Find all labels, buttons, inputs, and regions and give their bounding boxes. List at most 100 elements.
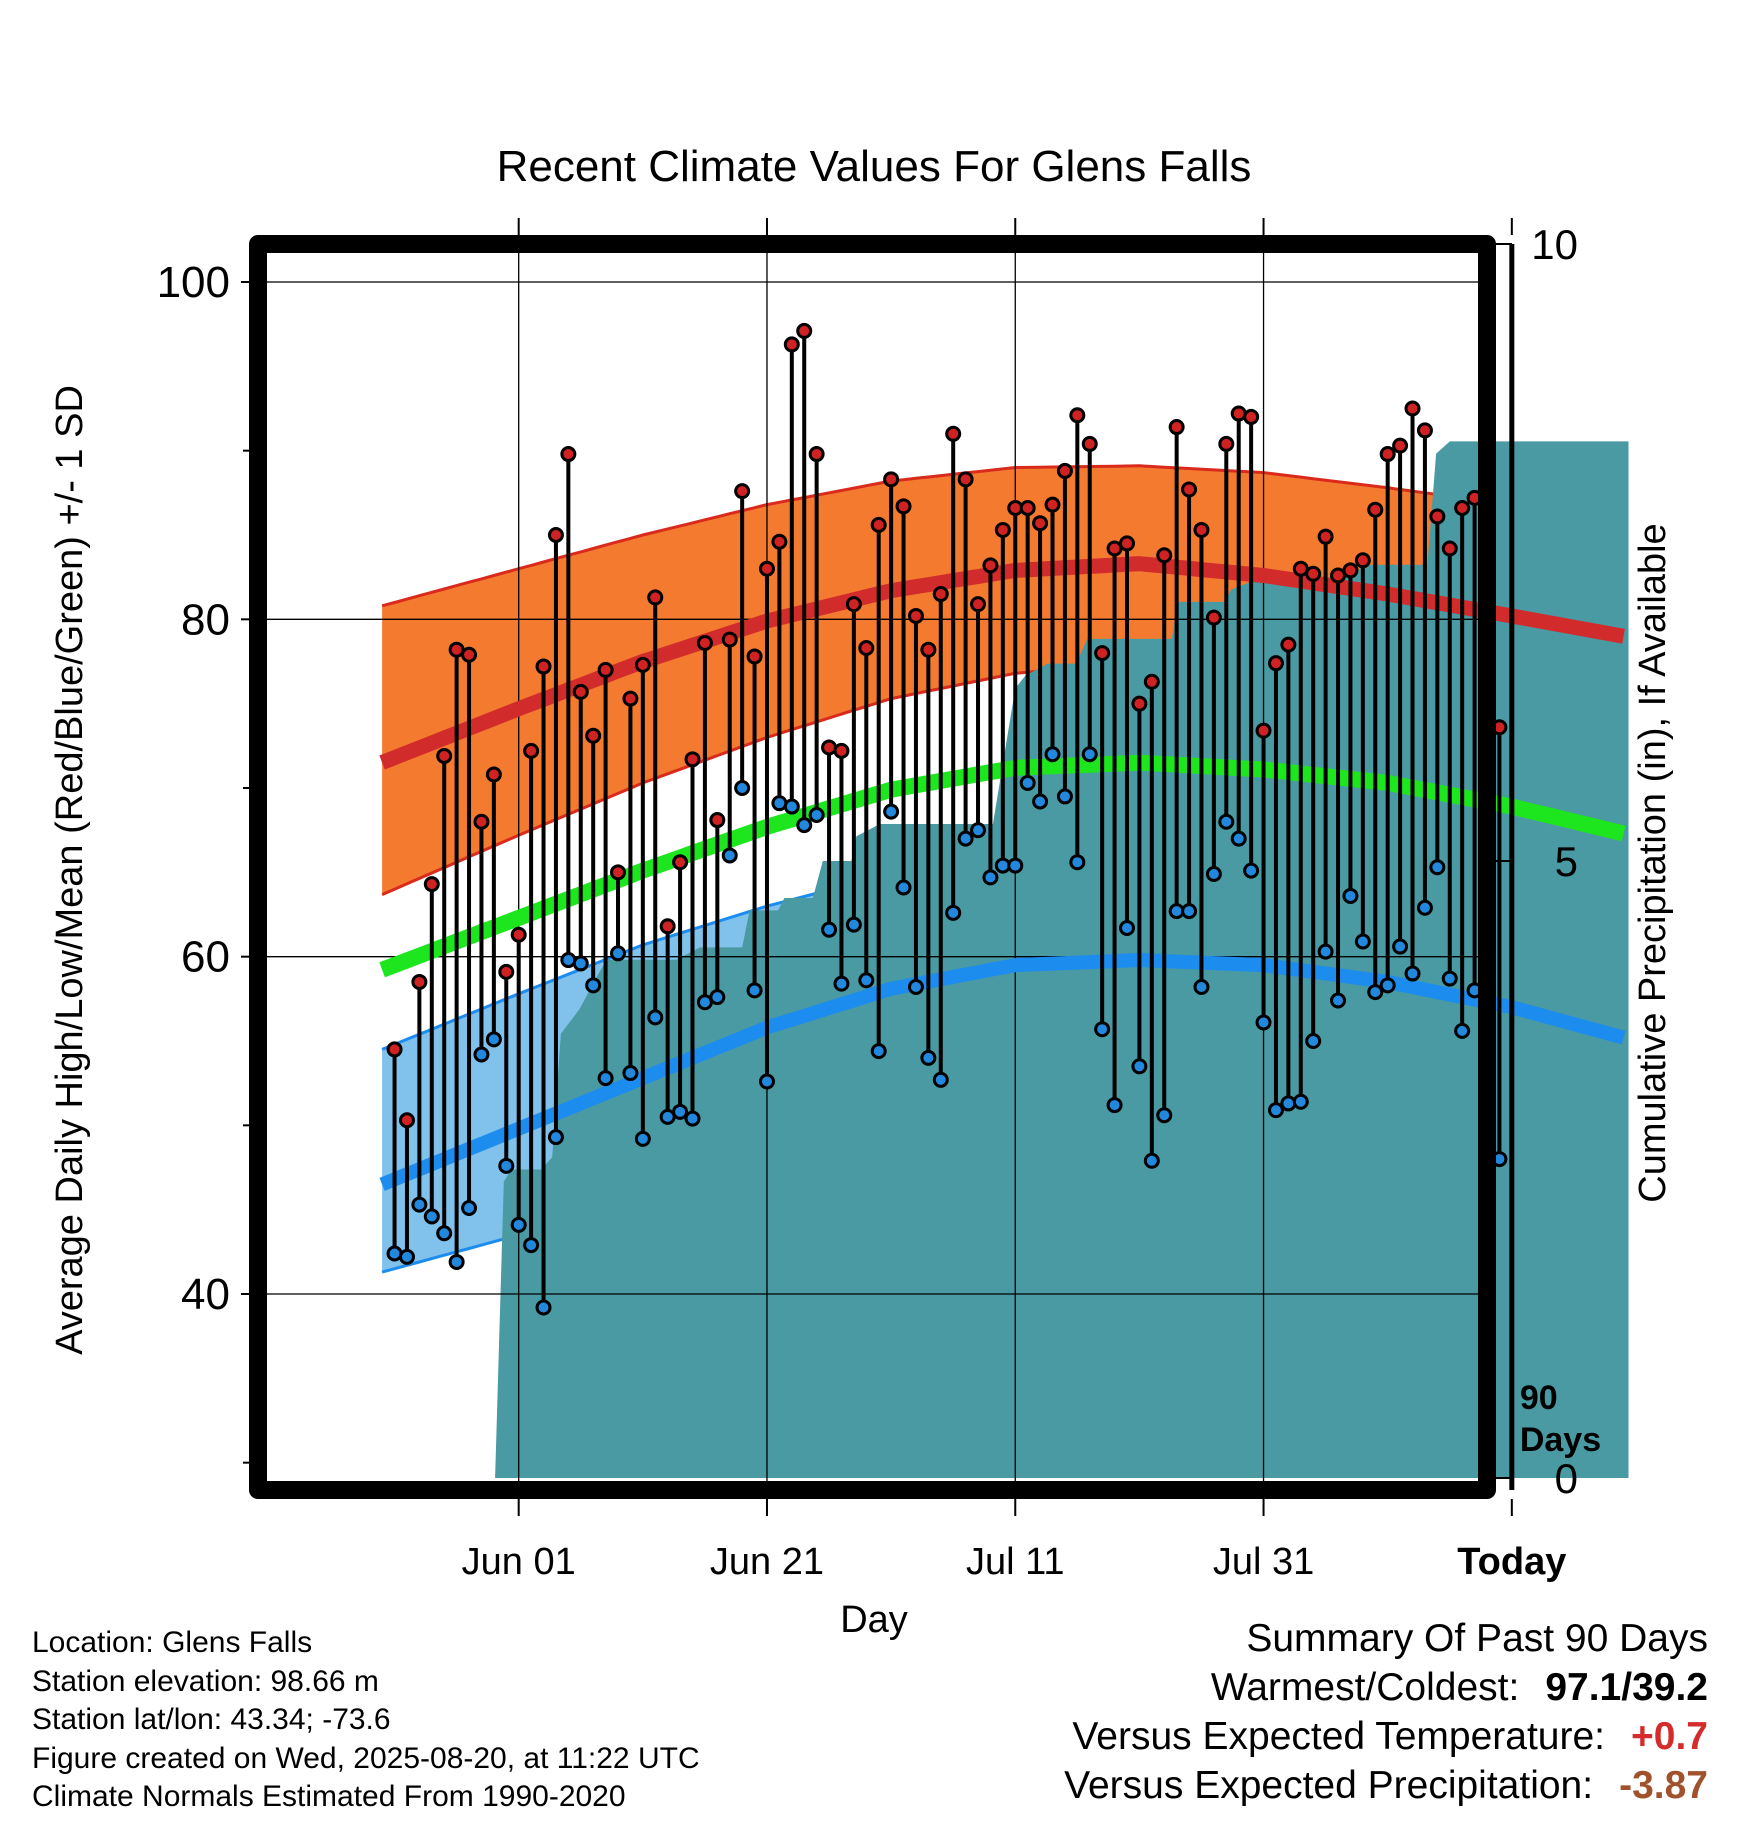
x-tick-label: Today	[1457, 1541, 1566, 1583]
daily-high-point	[1069, 407, 1086, 424]
summary-warmest-coldest: Warmest/Coldest: 97.1/39.2	[1064, 1663, 1708, 1712]
station-info: Location: Glens Falls Station elevation:…	[32, 1624, 700, 1817]
y2-tick-label: 5	[1555, 838, 1578, 885]
created-text: Figure created on Wed, 2025-08-20, at 11…	[32, 1741, 700, 1775]
daily-low-point	[1118, 919, 1135, 936]
warmest-coldest-value: 97.1/39.2	[1545, 1666, 1708, 1709]
daily-low-point	[1230, 830, 1247, 847]
daily-high-point	[498, 963, 515, 980]
daily-low-point	[1441, 970, 1458, 987]
daily-low-point	[1193, 979, 1210, 996]
daily-low-point	[1280, 1095, 1297, 1112]
precip-value: -3.87	[1619, 1764, 1708, 1807]
daily-high-point	[771, 533, 788, 550]
daily-low-point	[1094, 1021, 1111, 1038]
daily-high-point	[858, 640, 875, 657]
daily-low-point	[1131, 1058, 1148, 1075]
daily-high-point	[1156, 547, 1173, 564]
daily-low-point	[1267, 1102, 1284, 1119]
daily-low-point	[610, 945, 627, 962]
daily-low-point	[1106, 1097, 1123, 1114]
daily-low-point	[1044, 746, 1061, 763]
y2-tick-label: 0	[1555, 1455, 1578, 1502]
daily-low-point	[1069, 854, 1086, 871]
daily-high-point	[585, 727, 602, 744]
daily-low-point	[572, 955, 589, 972]
daily-low-point	[473, 1046, 490, 1063]
x-tick-label: Jul 11	[966, 1541, 1065, 1583]
daily-low-point	[436, 1225, 453, 1242]
daily-low-point	[746, 982, 763, 999]
daily-high-point	[547, 527, 564, 543]
daily-low-point	[982, 869, 999, 886]
daily-low-point	[1342, 887, 1359, 904]
daily-high-point	[920, 641, 937, 658]
summary-precipitation: Versus Expected Precipitation: -3.87	[1064, 1761, 1708, 1810]
daily-high-point	[696, 634, 713, 651]
x-tick-label: Jul 31	[1213, 1541, 1314, 1583]
daily-high-point	[1218, 435, 1235, 452]
daily-low-point	[1292, 1093, 1309, 1110]
daily-low-point	[1330, 992, 1347, 1009]
daily-high-point	[833, 742, 850, 759]
daily-low-point	[758, 1073, 775, 1090]
daily-high-point	[721, 631, 738, 648]
daily-low-point	[622, 1065, 639, 1082]
daily-high-point	[1379, 446, 1396, 463]
daily-high-point	[461, 646, 478, 663]
daily-high-point	[895, 498, 912, 515]
daily-low-point	[883, 803, 900, 820]
daily-high-point	[485, 766, 502, 783]
daily-high-point	[398, 1112, 415, 1129]
daily-high-point	[1205, 609, 1222, 626]
daily-low-point	[547, 1129, 564, 1146]
daily-low-point	[672, 1103, 689, 1120]
chart-title: Recent Climate Values For Glens Falls	[497, 142, 1252, 191]
daily-low-point	[1056, 788, 1073, 805]
x-axis-label: Day	[840, 1599, 908, 1641]
daily-high-point	[386, 1041, 403, 1058]
daily-high-point	[734, 483, 751, 500]
daily-high-point	[622, 690, 639, 707]
daily-high-point	[610, 864, 627, 881]
daily-low-point	[597, 1070, 614, 1087]
daily-low-point	[1019, 774, 1036, 791]
daily-high-point	[1056, 462, 1073, 479]
latlon-text: Station lat/lon: 43.34; -73.6	[32, 1703, 391, 1736]
normals-text: Climate Normals Estimated From 1990-2020	[32, 1780, 626, 1813]
daily-low-point	[634, 1130, 651, 1147]
daily-low-point	[1181, 903, 1198, 920]
daily-low-point	[907, 979, 924, 996]
high-temp-band-upper-edge	[381, 464, 1624, 608]
daily-high-point	[659, 918, 676, 935]
precip-label: Versus Expected Precipitation:	[1064, 1764, 1594, 1807]
daily-high-point	[647, 589, 664, 606]
daily-low-point	[920, 1049, 937, 1066]
daily-high-point	[510, 926, 527, 943]
daily-low-point	[1143, 1152, 1160, 1169]
daily-high-point	[957, 471, 974, 488]
daily-high-point	[796, 322, 813, 339]
daily-high-point	[783, 336, 800, 353]
daily-low-point	[895, 879, 912, 896]
daily-low-point	[821, 921, 838, 938]
daily-high-point	[423, 876, 440, 893]
daily-high-point	[1454, 500, 1471, 517]
daily-low-point	[970, 822, 987, 839]
daily-high-point	[1131, 695, 1148, 712]
daily-high-point	[845, 596, 862, 613]
daily-low-point	[957, 830, 974, 847]
daily-low-point	[870, 1043, 887, 1060]
daily-low-point	[510, 1216, 527, 1233]
daily-high-point	[436, 747, 453, 764]
daily-high-point	[758, 560, 775, 577]
daily-low-point	[858, 972, 875, 989]
daily-low-point	[1367, 984, 1384, 1001]
daily-high-point	[1019, 500, 1036, 517]
daily-high-point	[1081, 435, 1098, 452]
daily-high-point	[1032, 515, 1049, 532]
summary-title: Summary Of Past 90 Days	[1246, 1617, 1708, 1660]
period-label-line1: 90	[1520, 1379, 1558, 1417]
daily-high-point	[1094, 645, 1111, 662]
